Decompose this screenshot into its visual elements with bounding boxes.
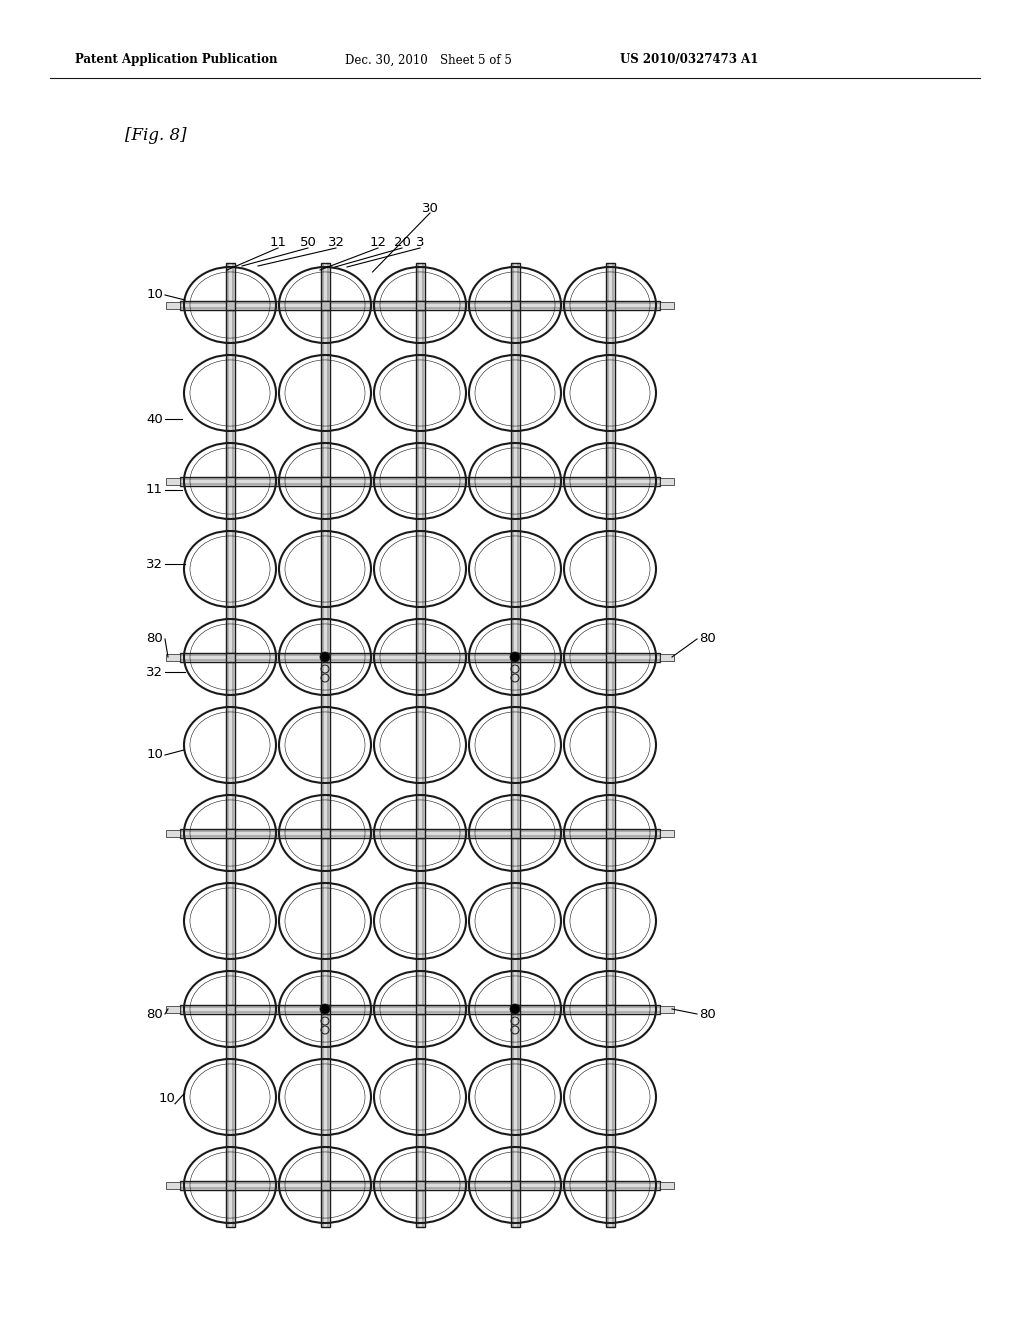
FancyBboxPatch shape xyxy=(416,829,425,837)
FancyBboxPatch shape xyxy=(225,1180,234,1189)
FancyBboxPatch shape xyxy=(416,477,425,486)
Text: 30: 30 xyxy=(422,202,438,214)
FancyBboxPatch shape xyxy=(321,829,330,837)
FancyBboxPatch shape xyxy=(166,1006,180,1012)
Text: 80: 80 xyxy=(699,632,716,645)
FancyBboxPatch shape xyxy=(225,829,234,837)
FancyBboxPatch shape xyxy=(166,301,180,309)
Text: [Fig. 8]: [Fig. 8] xyxy=(125,127,186,144)
Text: 10: 10 xyxy=(158,1092,175,1105)
Text: 10: 10 xyxy=(146,748,163,762)
FancyBboxPatch shape xyxy=(321,1005,330,1014)
FancyBboxPatch shape xyxy=(511,652,519,661)
Text: 32: 32 xyxy=(146,557,163,570)
FancyBboxPatch shape xyxy=(321,477,330,486)
Text: 32: 32 xyxy=(328,235,344,248)
FancyBboxPatch shape xyxy=(660,301,674,309)
FancyBboxPatch shape xyxy=(660,653,674,660)
FancyBboxPatch shape xyxy=(660,829,674,837)
FancyBboxPatch shape xyxy=(321,652,330,661)
FancyBboxPatch shape xyxy=(416,263,425,1228)
FancyBboxPatch shape xyxy=(225,1005,234,1014)
Text: Dec. 30, 2010: Dec. 30, 2010 xyxy=(345,54,428,66)
Text: 20: 20 xyxy=(393,235,411,248)
FancyBboxPatch shape xyxy=(511,1180,519,1189)
FancyBboxPatch shape xyxy=(605,829,614,837)
FancyBboxPatch shape xyxy=(321,301,330,309)
FancyBboxPatch shape xyxy=(660,1181,674,1188)
FancyBboxPatch shape xyxy=(225,477,234,486)
FancyBboxPatch shape xyxy=(166,653,180,660)
FancyBboxPatch shape xyxy=(605,1180,614,1189)
FancyBboxPatch shape xyxy=(511,263,519,1228)
Text: Sheet 5 of 5: Sheet 5 of 5 xyxy=(440,54,512,66)
FancyBboxPatch shape xyxy=(605,301,614,309)
Text: 80: 80 xyxy=(146,632,163,645)
FancyBboxPatch shape xyxy=(416,652,425,661)
FancyBboxPatch shape xyxy=(180,829,660,837)
FancyBboxPatch shape xyxy=(605,652,614,661)
Text: 12: 12 xyxy=(370,235,386,248)
FancyBboxPatch shape xyxy=(511,477,519,486)
FancyBboxPatch shape xyxy=(180,652,660,661)
Text: 3: 3 xyxy=(416,235,424,248)
FancyBboxPatch shape xyxy=(180,301,660,309)
FancyBboxPatch shape xyxy=(416,1180,425,1189)
FancyBboxPatch shape xyxy=(605,1005,614,1014)
FancyBboxPatch shape xyxy=(166,478,180,484)
Text: 32: 32 xyxy=(146,665,163,678)
Text: 11: 11 xyxy=(146,483,163,496)
FancyBboxPatch shape xyxy=(511,301,519,309)
Circle shape xyxy=(319,652,330,663)
Text: 40: 40 xyxy=(146,413,163,426)
FancyBboxPatch shape xyxy=(660,1006,674,1012)
FancyBboxPatch shape xyxy=(180,1180,660,1189)
Circle shape xyxy=(510,652,520,663)
Text: 80: 80 xyxy=(699,1007,716,1020)
Text: 50: 50 xyxy=(300,235,316,248)
FancyBboxPatch shape xyxy=(660,478,674,484)
FancyBboxPatch shape xyxy=(605,263,614,1228)
FancyBboxPatch shape xyxy=(166,829,180,837)
Text: 10: 10 xyxy=(146,289,163,301)
FancyBboxPatch shape xyxy=(180,477,660,486)
FancyBboxPatch shape xyxy=(511,1005,519,1014)
FancyBboxPatch shape xyxy=(416,1005,425,1014)
FancyBboxPatch shape xyxy=(225,301,234,309)
FancyBboxPatch shape xyxy=(166,1181,180,1188)
Circle shape xyxy=(319,1005,330,1014)
FancyBboxPatch shape xyxy=(180,1005,660,1014)
FancyBboxPatch shape xyxy=(511,829,519,837)
FancyBboxPatch shape xyxy=(321,263,330,1228)
FancyBboxPatch shape xyxy=(225,652,234,661)
FancyBboxPatch shape xyxy=(416,301,425,309)
FancyBboxPatch shape xyxy=(605,477,614,486)
Text: 11: 11 xyxy=(269,235,287,248)
Text: 80: 80 xyxy=(146,1007,163,1020)
Text: Patent Application Publication: Patent Application Publication xyxy=(75,54,278,66)
FancyBboxPatch shape xyxy=(225,263,234,1228)
Circle shape xyxy=(510,1005,520,1014)
Text: US 2010/0327473 A1: US 2010/0327473 A1 xyxy=(620,54,759,66)
FancyBboxPatch shape xyxy=(321,1180,330,1189)
